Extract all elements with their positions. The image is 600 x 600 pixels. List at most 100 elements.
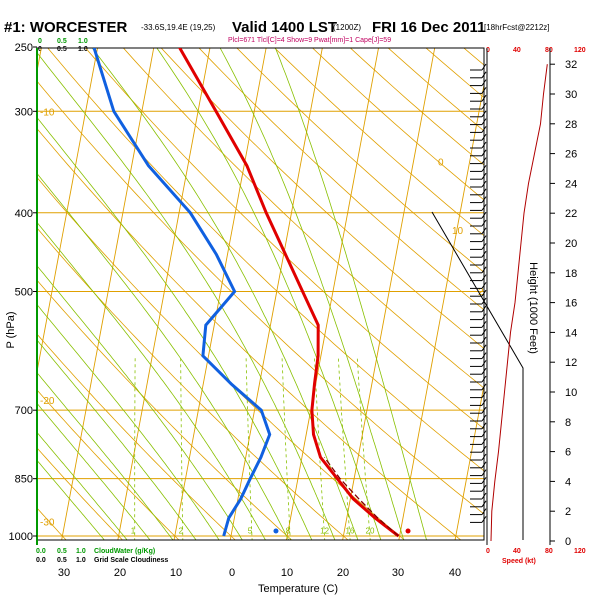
sounding-profiles bbox=[92, 48, 411, 538]
temp-tick-m20: 20 bbox=[114, 567, 126, 579]
dry-adiabat--20 bbox=[37, 447, 124, 540]
wind-barb bbox=[470, 414, 487, 422]
pressure-tick-850: 850 bbox=[15, 474, 33, 486]
wind-barb bbox=[470, 172, 487, 180]
temp-tick-30: 30 bbox=[392, 567, 404, 579]
mixing-ratio-12 bbox=[314, 355, 326, 540]
plot-border bbox=[36, 47, 485, 541]
mixing-ratio-8 bbox=[281, 355, 291, 540]
height-tick-14: 14 bbox=[565, 327, 577, 339]
wind-barb-flag bbox=[481, 172, 487, 180]
dry-adiabat-100 bbox=[198, 48, 484, 311]
wind-barb-flag bbox=[481, 484, 487, 492]
wind-barb bbox=[470, 71, 487, 79]
surface-dewpoint-marker bbox=[273, 528, 279, 534]
pressure-tick-400: 400 bbox=[15, 208, 33, 220]
bottom-cloudiness-tick-0: 0.0 bbox=[36, 557, 46, 564]
wind-barb bbox=[470, 118, 487, 126]
height-tick-2: 2 bbox=[565, 506, 571, 518]
speed-axis-label: Speed (kt) bbox=[502, 558, 536, 565]
wind-barb bbox=[470, 391, 487, 399]
wind-barb bbox=[470, 375, 487, 383]
temp-tick-m30: 30 bbox=[58, 567, 70, 579]
wind-barb bbox=[470, 110, 487, 118]
mixing-ratio-1 bbox=[134, 355, 136, 540]
wind-barb bbox=[470, 219, 487, 227]
bottom-cloudiness-tick-2: 1.0 bbox=[76, 557, 86, 564]
wind-barb bbox=[470, 282, 487, 289]
wind-barb bbox=[470, 243, 487, 250]
bottom-cloud-scale: 0.0 0.5 1.0 CloudWater (g/Kg) 0.0 0.5 1.… bbox=[36, 548, 168, 564]
moist-adiabat-0 bbox=[37, 303, 220, 540]
top-cloud-scale: 0 0.5 1.0 0 0.5 1.0 bbox=[38, 38, 88, 53]
wind-barb-flag bbox=[481, 461, 487, 469]
forecast-date: FRI 16 Dec 2011 bbox=[372, 19, 485, 36]
wind-barb bbox=[470, 313, 487, 321]
station-title: #1: WORCESTER bbox=[4, 19, 128, 36]
wind-barb-flag bbox=[481, 118, 487, 125]
dewpoint-profile bbox=[92, 48, 272, 537]
mixing-ratio-label-20: 20 bbox=[366, 527, 375, 536]
y-axis-label: P (hPa) bbox=[5, 311, 17, 348]
isotherm-20 bbox=[342, 48, 436, 540]
wind-barb-flag bbox=[481, 157, 487, 164]
moist-adiabat--4 bbox=[37, 339, 197, 540]
pressure-tick-250: 250 bbox=[15, 42, 33, 54]
temp-tick-0: 0 bbox=[229, 567, 235, 579]
wind-barb-flag bbox=[481, 500, 487, 508]
isotherm-label--20: -20 bbox=[40, 396, 55, 407]
wind-barb-flag bbox=[481, 227, 487, 235]
wind-barb-flag bbox=[481, 383, 487, 391]
wind-barb bbox=[470, 477, 487, 484]
wind-panel bbox=[470, 63, 548, 542]
isotherm-label--30: -30 bbox=[40, 518, 55, 529]
wind-barb-flag bbox=[481, 196, 487, 203]
wind-barb bbox=[470, 352, 487, 360]
valid-z: (1200Z) bbox=[333, 23, 361, 32]
dry-adiabat-50 bbox=[37, 80, 484, 515]
mixing-ratio-label-12: 12 bbox=[320, 527, 329, 536]
bottom-cloudwater-tick-0: 0.0 bbox=[36, 548, 46, 555]
moist-adiabat-36 bbox=[274, 48, 427, 540]
dry-adiabat-110 bbox=[236, 48, 484, 273]
wind-barb bbox=[470, 250, 487, 258]
dry-adiabat-90 bbox=[160, 48, 484, 349]
isotherm--10 bbox=[173, 48, 267, 540]
wind-barb bbox=[470, 126, 487, 133]
wind-barb bbox=[470, 516, 487, 523]
top-cloudwater-tick-1: 0.5 bbox=[57, 38, 67, 45]
wind-barb-flag bbox=[481, 211, 487, 219]
mixing-ratio-2 bbox=[180, 355, 184, 540]
wind-barb-flag bbox=[481, 243, 487, 250]
bottom-cloudiness-label: Grid Scale Cloudiness bbox=[94, 557, 168, 564]
wind-barb-flag bbox=[481, 274, 487, 281]
isotherm-30 bbox=[398, 82, 484, 540]
wind-barb-flag bbox=[481, 204, 487, 211]
isotherm-40 bbox=[454, 382, 484, 540]
wind-barb bbox=[470, 422, 487, 430]
speed-bottom-tick-40: 40 bbox=[513, 548, 521, 555]
top-cloudwater-tick-0: 0 bbox=[38, 38, 42, 45]
dry-adiabat--30 bbox=[37, 507, 67, 540]
wind-barb bbox=[470, 274, 487, 282]
wind-barb bbox=[470, 445, 487, 453]
wind-barb-flag bbox=[481, 445, 487, 453]
dry-adiabat-130 bbox=[311, 48, 484, 201]
wind-barb-flag bbox=[481, 266, 487, 274]
wind-barb bbox=[470, 102, 487, 110]
wind-speed-profile bbox=[490, 64, 548, 542]
wind-barb-flag bbox=[481, 79, 487, 86]
wind-barb-flag bbox=[481, 328, 487, 336]
mixing-ratio-label-8: 8 bbox=[286, 527, 291, 536]
surface-temp-marker bbox=[405, 528, 411, 534]
moist-adiabat-24 bbox=[91, 48, 359, 540]
wind-barb-flag bbox=[481, 235, 487, 242]
wind-barb bbox=[470, 406, 487, 414]
valid-time: Valid 1400 LST bbox=[232, 19, 337, 36]
wind-barb-flag bbox=[481, 422, 487, 430]
height-tick-4: 4 bbox=[565, 476, 571, 488]
dry-adiabat-label-10: 10 bbox=[452, 226, 464, 237]
station-coords: -33.6S,19.4E (19,25) bbox=[141, 23, 216, 32]
